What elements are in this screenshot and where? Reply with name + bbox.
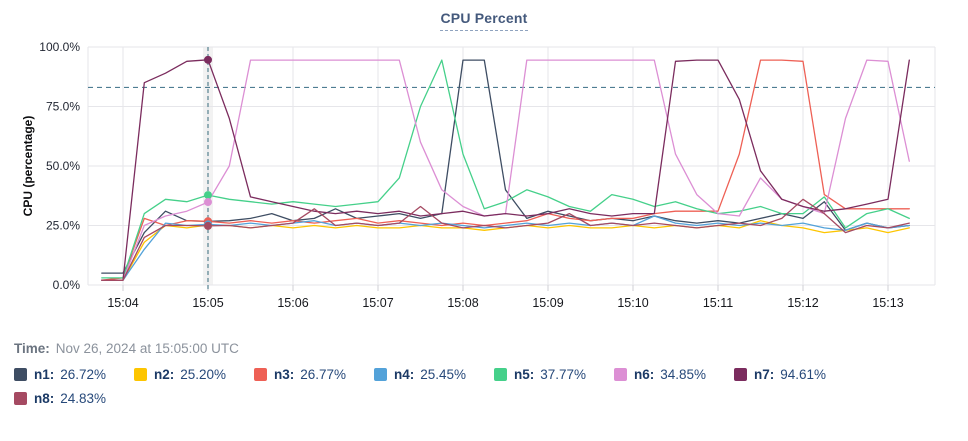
cursor-marker-n6 [204,198,212,207]
chart-title[interactable]: CPU Percent [440,10,528,31]
legend-item-n4[interactable]: n4: 25.45% [374,367,494,382]
svg-text:15:06: 15:06 [277,296,308,310]
legend-value-n6: 34.85% [660,367,707,382]
x-tick-marks [122,285,889,291]
series-line-n1 [101,59,910,274]
legend-label-n1: n1: [34,367,55,382]
series-line-n7 [101,59,910,281]
legend-item-n6[interactable]: n6: 34.85% [614,367,734,382]
legend-item-n5[interactable]: n5: 37.77% [494,367,614,382]
series-line-n5 [101,59,910,279]
cursor-marker-n8 [204,221,212,230]
cursor-time-label: Time: [14,341,50,356]
series-line-n2 [101,220,910,281]
cursor-marker-n7 [204,55,212,64]
legend-swatch-n4 [374,368,387,381]
legend-item-n7[interactable]: n7: 94.61% [734,367,854,382]
svg-text:15:10: 15:10 [617,296,648,310]
legend-label-n3: n3: [274,367,295,382]
y-tick-labels: 100.0% 75.0% 50.0% 25.0% 0.0% [39,40,80,292]
legend-label-n8: n8: [34,391,55,406]
legend-label-n7: n7: [754,367,775,382]
x-tick-labels: 15:04 15:05 15:06 15:07 15:08 15:09 15:10 15:11… [107,296,903,310]
legend-item-n2[interactable]: n2: 25.20% [134,367,254,382]
legend-value-n3: 26.77% [300,367,347,382]
legend-swatch-n7 [734,368,747,381]
svg-text:15:13: 15:13 [872,296,903,310]
svg-text:0.0%: 0.0% [53,278,81,292]
legend-swatch-n6 [614,368,627,381]
legend-swatch-n5 [494,368,507,381]
legend-swatch-n3 [254,368,267,381]
chart-title-row: CPU Percent [0,10,968,31]
svg-text:15:05: 15:05 [192,296,223,310]
legend: n1: 26.72% n2: 25.20% n3: 26.77% n4: 25.45% n5: 3… [14,367,956,406]
grid [87,46,936,286]
svg-text:50.0%: 50.0% [46,159,80,173]
svg-text:100.0%: 100.0% [39,40,80,54]
legend-label-n5: n5: [514,367,535,382]
legend-value-n2: 25.20% [180,367,227,382]
svg-text:15:08: 15:08 [447,296,478,310]
legend-item-n1[interactable]: n1: 26.72% [14,367,134,382]
series-line-n6 [101,59,910,281]
legend-swatch-n2 [134,368,147,381]
legend-label-n2: n2: [154,367,175,382]
legend-value-n1: 26.72% [60,367,107,382]
legend-swatch-n1 [14,368,27,381]
svg-text:15:09: 15:09 [532,296,563,310]
svg-text:75.0%: 75.0% [46,100,80,114]
svg-text:15:04: 15:04 [107,296,138,310]
legend-label-n6: n6: [634,367,655,382]
svg-text:25.0%: 25.0% [46,219,80,233]
svg-text:15:07: 15:07 [362,296,393,310]
legend-value-n5: 37.77% [540,367,587,382]
legend-label-n4: n4: [394,367,415,382]
series-line-n4 [101,215,910,281]
legend-value-n7: 94.61% [780,367,827,382]
svg-text:15:11: 15:11 [703,296,733,310]
series-line-n8 [101,198,910,281]
series-line-n3 [101,59,910,281]
legend-value-n4: 25.45% [420,367,467,382]
legend-swatch-n8 [14,392,27,405]
legend-item-n3[interactable]: n3: 26.77% [254,367,374,382]
cursor-marker-n5 [204,191,212,200]
y-axis-label: CPU (percentage) [21,116,35,217]
svg-text:15:12: 15:12 [787,296,818,310]
cursor-time-row: Time: Nov 26, 2024 at 15:05:00 UTC [14,341,239,356]
legend-item-n8[interactable]: n8: 24.83% [14,391,134,406]
cursor-time-value: Nov 26, 2024 at 15:05:00 UTC [55,341,239,356]
legend-value-n8: 24.83% [60,391,107,406]
cpu-chart-svg[interactable]: 100.0% 75.0% 50.0% 25.0% 0.0% 15:04 15:05 15:06… [0,37,968,329]
